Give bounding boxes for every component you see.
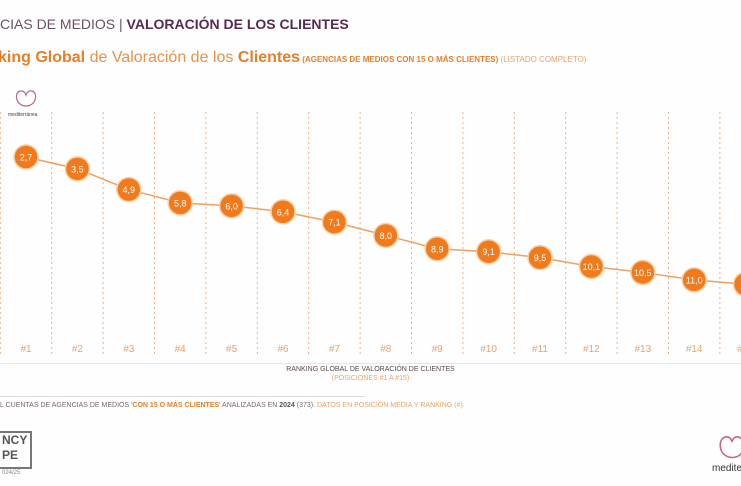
mediterranea-logo-icon <box>15 90 37 107</box>
title-sub1: (AGENCIAS DE MEDIOS CON 15 O MÁS CLIENTE… <box>300 55 499 64</box>
x-tick-label: #10 <box>480 344 497 355</box>
x-tick-label: #7 <box>329 344 341 355</box>
footnote-e: (373). <box>294 402 317 409</box>
x-tick-label: #12 <box>583 344 600 355</box>
data-point <box>270 199 296 225</box>
x-tick-label: #6 <box>277 344 289 355</box>
data-label: 9,5 <box>534 253 547 263</box>
title-part3: Clientes <box>237 49 301 66</box>
data-point <box>424 236 450 262</box>
data-label: 11,0 <box>686 275 703 285</box>
x-tick-label: #11 <box>532 344 548 355</box>
x-tick-label: #8 <box>380 344 392 355</box>
data-label: 2,7 <box>20 153 33 163</box>
data-label: 8,0 <box>380 231 393 241</box>
data-point <box>475 238 502 265</box>
footnote-d: 2024 <box>279 402 295 409</box>
data-point <box>630 259 656 286</box>
data-point <box>321 209 348 235</box>
brand-left: mediterránea <box>8 112 38 118</box>
header-title: VALORACIÓN DE LOS CLIENTES <box>126 16 349 32</box>
data-label: 8,9 <box>431 244 444 254</box>
section-header: CIAS DE MEDIOS | VALORACIÓN DE LOS CLIEN… <box>0 16 349 32</box>
title-part1: king Global <box>0 49 86 66</box>
data-label: 6,0 <box>225 201 238 211</box>
x-axis-title: RANKING GLOBAL DE VALORACIÓN DE CLIENTES <box>286 366 455 373</box>
divider <box>0 396 365 397</box>
data-label: 6,4 <box>277 207 290 217</box>
title-sub2: (LISTADO COMPLETO) <box>498 55 587 64</box>
data-point <box>13 144 39 170</box>
x-tick-label: #1 <box>20 344 32 355</box>
x-tick-label: #2 <box>72 344 84 355</box>
x-tick-label: #14 <box>686 344 703 355</box>
title-part2: de Valoración de los <box>85 49 238 66</box>
x-tick-label: #15 <box>737 344 741 355</box>
data-label: 4,9 <box>123 185 136 195</box>
mediterranea-logo-icon <box>719 436 741 459</box>
x-tick-label: #4 <box>175 344 187 355</box>
data-point <box>167 190 193 216</box>
footnote-c: ' ANALIZADAS EN <box>219 402 280 409</box>
agency-logo-frame <box>0 431 32 469</box>
data-point <box>373 222 399 249</box>
x-axis-subtitle: (POSICIONES #1 A #15) <box>331 375 410 382</box>
agency-logo: NCY PE <box>2 433 28 462</box>
data-point <box>681 267 707 293</box>
agency-logo-year: 024/25 <box>2 470 21 476</box>
data-point <box>64 156 91 182</box>
data-label: 10,1 <box>583 262 601 272</box>
x-tick-label: #13 <box>634 344 651 355</box>
data-point <box>732 272 741 297</box>
ranking-chart: 2,7 #1 3,5 #2 4,9 #3 5,8 #4 6,0 #5 6,4 #6 7,1 #7 8,0 #8… <box>0 112 741 356</box>
data-label: 3,5 <box>71 164 84 174</box>
data-label: 7,1 <box>328 218 341 228</box>
divider <box>0 363 741 364</box>
data-point <box>218 193 245 219</box>
data-point <box>116 176 142 203</box>
header-section: CIAS DE MEDIOS | <box>0 16 127 32</box>
data-point <box>527 244 553 271</box>
data-label: 5,8 <box>174 198 187 208</box>
page-title: king Global de Valoración de los Cliente… <box>0 49 586 67</box>
footnote-f: DATOS EN POSICIÓN MEDIA Y RANKING (#). <box>317 402 465 409</box>
footnote-b: CON 15 O MÁS CLIENTES <box>132 402 220 409</box>
data-label: 9,1 <box>482 247 495 257</box>
data-point <box>578 253 605 280</box>
x-tick-label: #5 <box>226 344 238 355</box>
x-tick-label: #3 <box>123 344 135 355</box>
brand-right: medite <box>712 463 741 474</box>
footnote-a: L CUENTAS DE AGENCIAS DE MEDIOS ' <box>0 402 133 409</box>
data-label: 10,5 <box>634 268 652 278</box>
x-tick-label: #9 <box>432 344 444 355</box>
footnote: L CUENTAS DE AGENCIAS DE MEDIOS 'CON 15 … <box>0 402 465 409</box>
